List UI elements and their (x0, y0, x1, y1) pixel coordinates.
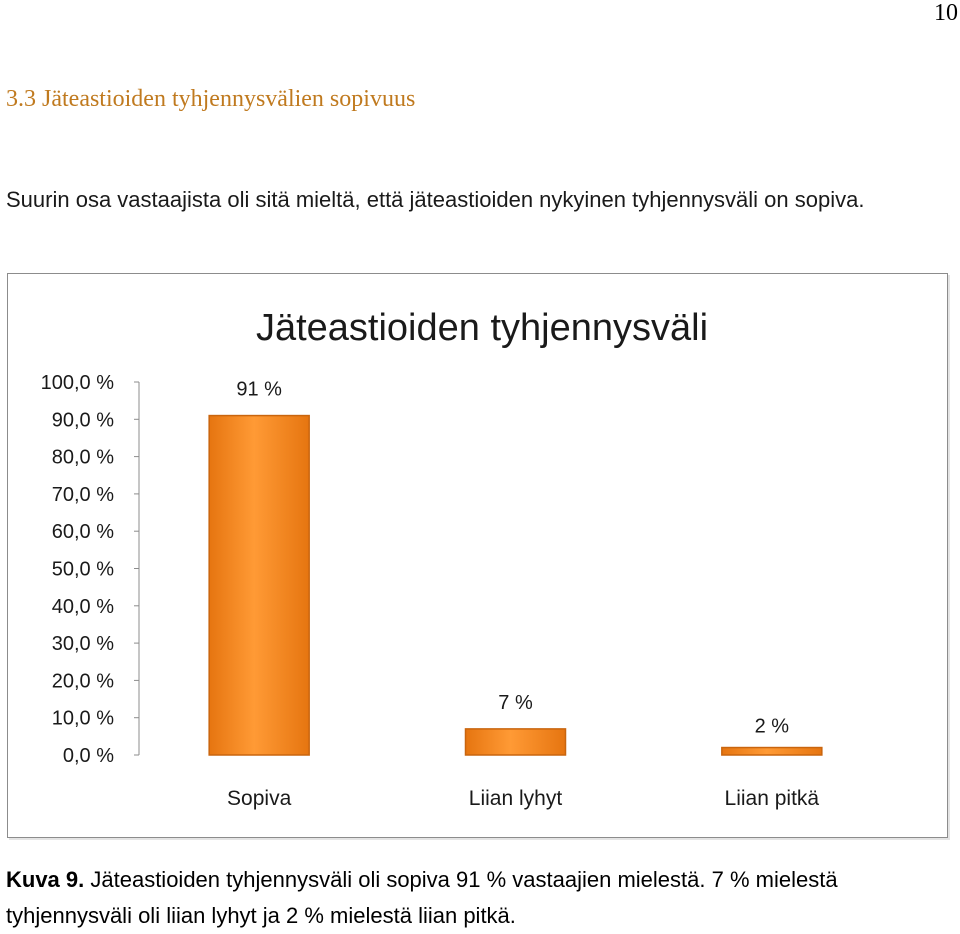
y-tick-label: 0,0 % (63, 745, 114, 767)
bar (721, 746, 823, 756)
intro-paragraph: Suurin osa vastaajista oli sitä mieltä, … (6, 187, 865, 212)
y-tick-label: 70,0 % (52, 484, 114, 506)
x-category-label: Liian lyhyt (469, 787, 563, 810)
y-tick-label: 30,0 % (52, 633, 114, 655)
data-label: 2 % (755, 716, 790, 738)
figure-caption: Kuva 9. Jäteastioiden tyhjennysväli oli … (6, 862, 956, 934)
bar (464, 728, 567, 756)
bar (208, 414, 310, 756)
chart-frame: Jäteastioiden tyhjennysväli 0,0 % 10,0 % 20… (7, 273, 948, 838)
section-heading: 3.3 Jäteastioiden tyhjennysvälien sopivu… (6, 86, 416, 112)
y-tick-label: 40,0 % (52, 596, 114, 618)
y-tick-label: 80,0 % (52, 447, 114, 469)
data-label: 91 % (236, 379, 282, 401)
y-tick-label: 50,0 % (52, 559, 114, 581)
y-tick-label: 20,0 % (52, 670, 114, 692)
y-tick-label: 10,0 % (52, 708, 114, 730)
y-tick-label: 60,0 % (52, 521, 114, 543)
page-number: 10 (934, 0, 958, 26)
data-label: 7 % (498, 692, 533, 714)
bar-chart: Jäteastioiden tyhjennysväli 0,0 % 10,0 % 20… (41, 307, 823, 810)
caption-text: Jäteastioiden tyhjennysväli oli sopiva 9… (6, 867, 838, 928)
x-category-label: Liian pitkä (725, 787, 820, 810)
x-category-label: Sopiva (227, 787, 292, 810)
chart-title: Jäteastioiden tyhjennysväli (256, 307, 708, 349)
caption-label: Kuva 9. (6, 867, 85, 892)
y-tick-label: 100,0 % (41, 372, 115, 394)
y-tick-label: 90,0 % (52, 409, 114, 431)
